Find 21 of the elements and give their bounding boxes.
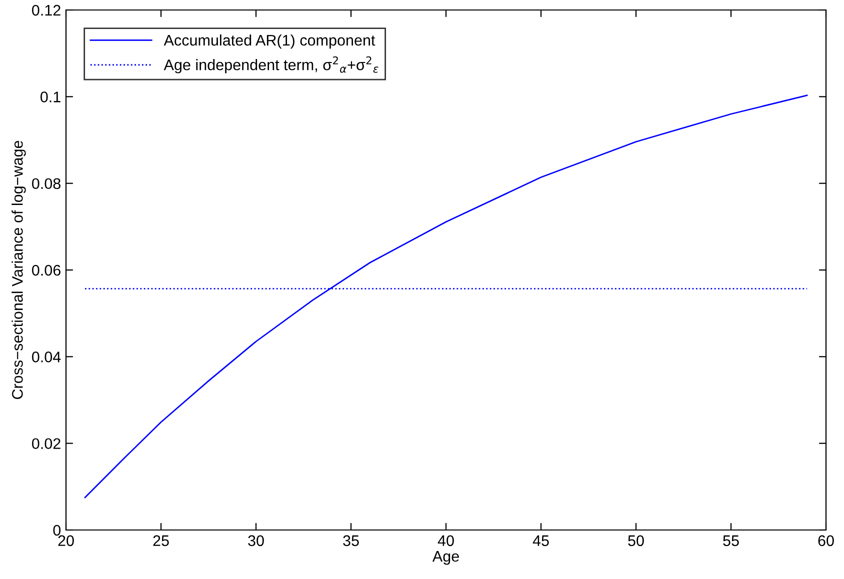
- y-tick-label: 0.12: [32, 4, 60, 16]
- y-tick-label: 0.04: [32, 352, 61, 362]
- x-tick-label: 20: [58, 535, 74, 546]
- x-tick-label: 35: [343, 535, 359, 546]
- legend-label: Age independent term, σ$^{2}$$_{α}$+σ$^{2}$$_{ε}$: [164, 56, 378, 74]
- x-tick-label: 45: [532, 535, 549, 546]
- y-tick-label: 0.02: [32, 438, 60, 450]
- y-tick-label: 0.08: [32, 178, 60, 190]
- x-tick-label: 30: [248, 535, 264, 546]
- y-tick-label: 0.1: [40, 92, 60, 102]
- x-tick-label: 50: [628, 535, 644, 546]
- line-series: [84, 94, 808, 498]
- x-tick-label: 40: [438, 535, 454, 546]
- legend-label: Accumulated AR(1) component: [164, 34, 376, 49]
- x-axis-title: Age: [432, 551, 459, 565]
- y-axis-title: Cross−sectional Variance of log−wage: [12, 140, 26, 400]
- y-tick-label: 0: [53, 524, 61, 536]
- x-tick-label: 25: [153, 535, 169, 546]
- x-tick-label: 60: [818, 535, 834, 546]
- y-tick-label: 0.06: [32, 264, 60, 276]
- x-tick-label: 55: [723, 535, 739, 546]
